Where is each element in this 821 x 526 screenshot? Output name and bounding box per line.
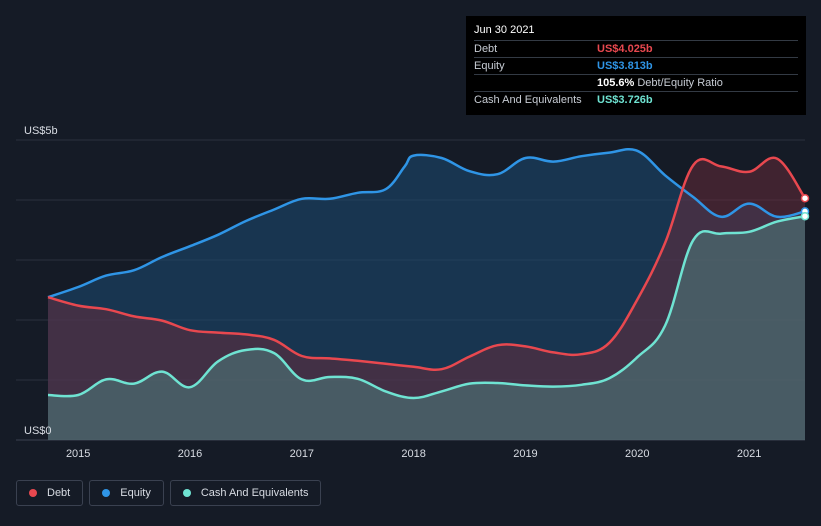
x-tick-label: 2015 xyxy=(66,448,90,460)
end-markers xyxy=(800,193,810,221)
tooltip-row-cash: Cash And Equivalents US$3.726b xyxy=(474,92,798,108)
tooltip-panel: Jun 30 2021 Debt US$4.025b Equity US$3.8… xyxy=(466,16,806,115)
x-tick-label: 2021 xyxy=(737,448,761,460)
dot-icon xyxy=(182,489,191,497)
tooltip-row-debt: Debt US$4.025b xyxy=(474,41,798,58)
legend: Debt Equity Cash And Equivalents xyxy=(16,480,322,508)
legend-label-debt: Debt xyxy=(47,487,71,499)
legend-item-cash[interactable]: Cash And Equivalents xyxy=(169,480,322,506)
tooltip-ratio-label: Debt/Equity Ratio xyxy=(637,77,723,89)
tooltip-cash-label: Cash And Equivalents xyxy=(474,94,582,106)
x-tick-label: 2017 xyxy=(290,448,314,460)
area-cash-and-equivalents xyxy=(48,216,805,440)
tooltip-equity-label: Equity xyxy=(474,60,505,72)
tooltip-cash-value: US$3.726b xyxy=(597,94,653,106)
tooltip-date: Jun 30 2021 xyxy=(474,22,798,41)
tooltip-ratio: 105.6% Debt/Equity Ratio xyxy=(597,75,723,91)
dot-icon xyxy=(102,489,111,497)
x-tick-label: 2020 xyxy=(625,448,649,460)
legend-label-cash: Cash And Equivalents xyxy=(200,487,309,499)
tooltip-row-equity: Equity US$3.813b xyxy=(474,58,798,75)
tooltip-debt-value: US$4.025b xyxy=(597,43,653,55)
x-tick-label: 2016 xyxy=(178,448,202,460)
tooltip-equity-value: US$3.813b xyxy=(597,60,653,72)
end-marker-debt xyxy=(800,193,810,203)
y-tick-label: US$5b xyxy=(24,125,58,137)
y-tick-label: US$0 xyxy=(24,425,52,437)
tooltip-debt-label: Debt xyxy=(474,43,498,55)
series-lines xyxy=(47,147,807,400)
dot-icon xyxy=(29,489,37,497)
tooltip-row-ratio: 105.6% Debt/Equity Ratio xyxy=(474,75,798,92)
line-cash-and-equivalents xyxy=(47,214,806,400)
legend-item-equity[interactable]: Equity xyxy=(89,480,164,506)
end-marker-cash-and-equivalents xyxy=(800,211,810,221)
legend-label-equity: Equity xyxy=(120,487,151,499)
series-areas xyxy=(48,149,805,440)
legend-item-debt[interactable]: Debt xyxy=(16,480,84,506)
line-debt xyxy=(47,156,807,371)
line-equity xyxy=(47,147,806,299)
x-tick-label: 2018 xyxy=(401,448,425,460)
x-tick-label: 2019 xyxy=(513,448,537,460)
axes: 2015 2016 2017 2018 2019 2020 2021 US$5b US$0 xyxy=(24,125,761,460)
tooltip-ratio-value: 105.6% xyxy=(597,77,635,89)
